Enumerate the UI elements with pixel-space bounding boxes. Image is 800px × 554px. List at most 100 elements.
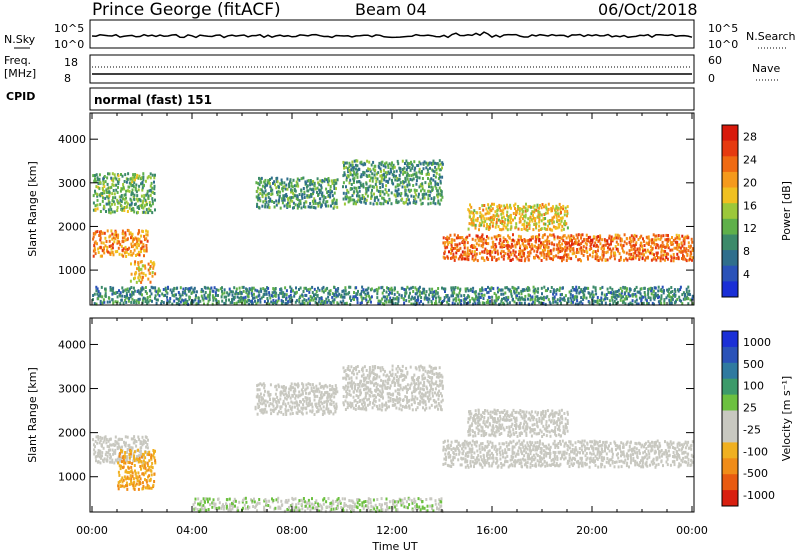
echo-cell: [366, 159, 369, 163]
echo-cell: [555, 292, 558, 296]
echo-cell: [286, 177, 289, 181]
echo-cell: [551, 221, 554, 225]
echo-cell: [109, 448, 112, 452]
echo-cell: [111, 289, 114, 293]
echo-cell: [370, 194, 373, 198]
echo-cell: [316, 177, 319, 181]
echo-cell: [481, 220, 484, 224]
echo-cell: [350, 168, 353, 172]
echo-cell: [112, 301, 115, 305]
echo-cell: [610, 249, 613, 253]
echo-cell: [372, 401, 374, 405]
echo-cell: [133, 456, 135, 460]
echo-cell: [691, 258, 693, 262]
echo-cell: [103, 185, 106, 188]
echo-cell: [171, 293, 174, 297]
echo-cell: [507, 295, 510, 299]
echo-cell: [403, 377, 406, 381]
echo-cell: [634, 251, 637, 255]
echo-cell: [565, 248, 568, 252]
echo-cell: [432, 174, 435, 177]
echo-cell: [145, 229, 148, 233]
echo-cell: [207, 293, 210, 297]
echo-cell: [122, 185, 125, 189]
echo-cell: [520, 292, 523, 296]
echo-cell: [466, 296, 469, 300]
echo-cell: [136, 476, 139, 480]
echo-cell: [259, 401, 262, 405]
echo-cell: [142, 484, 145, 488]
echo-cell: [446, 255, 449, 259]
echo-cell: [112, 291, 115, 295]
echo-cell: [302, 406, 305, 410]
echo-cell: [358, 384, 361, 388]
echo-cell: [493, 292, 496, 295]
echo-cell: [637, 254, 640, 258]
echo-cell: [421, 400, 424, 404]
echo-cell: [257, 198, 260, 202]
echo-cell: [154, 449, 156, 453]
echo-cell: [97, 297, 100, 301]
echo-cell: [125, 292, 128, 295]
echo-cell: [107, 439, 110, 443]
echo-cell: [275, 199, 278, 203]
echo-cell: [559, 222, 562, 226]
echo-cell: [526, 239, 529, 243]
echo-cell: [343, 166, 346, 170]
echo-cell: [362, 173, 365, 177]
echo-cell: [145, 237, 148, 241]
echo-cell: [283, 185, 286, 189]
echo-cell: [265, 200, 268, 204]
echo-cell: [482, 297, 485, 300]
echo-cell: [543, 233, 546, 237]
echo-cell: [414, 166, 417, 170]
echo-cell: [242, 298, 245, 302]
echo-cell: [282, 291, 285, 295]
echo-cell: [151, 199, 154, 203]
echo-cell: [246, 288, 249, 292]
echo-cell: [399, 167, 402, 170]
echo-cell: [92, 208, 95, 212]
echo-cell: [634, 287, 636, 291]
echo-cell: [343, 202, 346, 206]
echo-cell: [441, 300, 444, 303]
echo-cell: [338, 292, 341, 296]
echo-cell: [362, 195, 365, 199]
echo-cell: [575, 285, 578, 289]
freq-tick-top-left: 18: [64, 56, 78, 69]
echo-cell: [279, 393, 282, 397]
echo-cell: [657, 285, 660, 289]
echo-cell: [531, 247, 534, 250]
echo-cell: [120, 204, 123, 208]
echo-cell: [294, 387, 296, 391]
echo-cell: [99, 435, 102, 439]
echo-cell: [360, 162, 363, 166]
echo-cell: [117, 240, 120, 244]
echo-cell: [328, 292, 331, 296]
echo-cell: [396, 159, 399, 163]
echo-cell: [259, 287, 262, 291]
echo-cell: [685, 250, 688, 254]
echo-cell: [399, 170, 402, 174]
echo-cell: [564, 294, 567, 298]
echo-cell: [515, 287, 518, 291]
echo-cell: [385, 184, 388, 188]
echo-cell: [141, 481, 144, 485]
echo-cell: [327, 183, 330, 187]
echo-cell: [94, 204, 97, 208]
echo-cell: [521, 212, 524, 216]
echo-cell: [288, 394, 291, 398]
echo-cell: [647, 250, 650, 254]
echo-cell: [326, 385, 329, 389]
echo-cell: [296, 198, 299, 201]
echo-cell: [173, 299, 176, 303]
echo-cell: [498, 288, 500, 292]
echo-cell: [451, 291, 454, 295]
echo-cell: [96, 441, 99, 445]
echo-cell: [660, 301, 663, 305]
echo-cell: [207, 299, 210, 303]
echo-cell: [281, 197, 284, 201]
echo-cell: [654, 256, 656, 260]
echo-cell: [508, 255, 511, 259]
echo-cell: [580, 236, 583, 240]
